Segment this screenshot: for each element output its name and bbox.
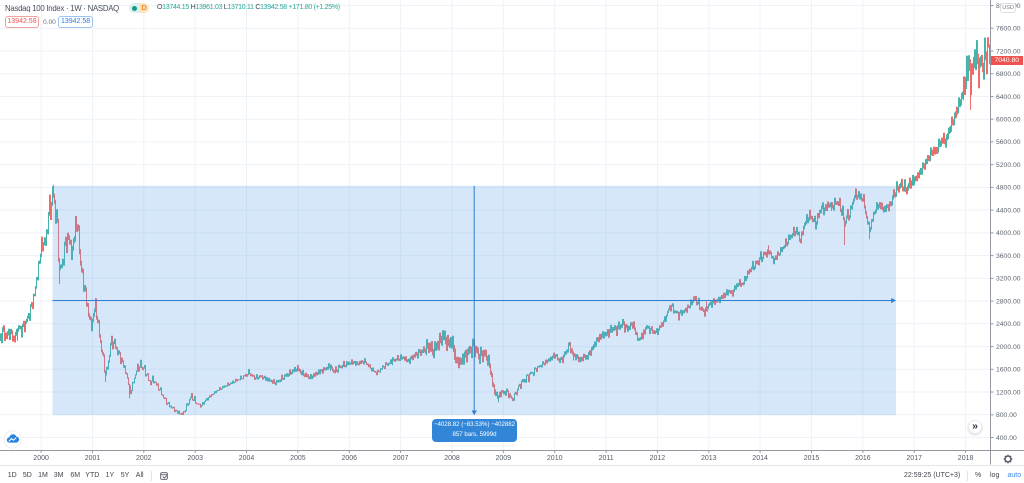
svg-text:5200.00: 5200.00 <box>996 162 1021 169</box>
svg-text:400.00: 400.00 <box>996 435 1017 442</box>
svg-text:2005: 2005 <box>290 455 306 462</box>
svg-text:2018: 2018 <box>958 455 974 462</box>
svg-text:2000: 2000 <box>33 455 49 462</box>
svg-text:2015: 2015 <box>804 455 820 462</box>
svg-text:1600.00: 1600.00 <box>996 367 1021 374</box>
svg-text:800.00: 800.00 <box>996 412 1017 419</box>
svg-text:7600.00: 7600.00 <box>996 26 1021 33</box>
svg-text:2800.00: 2800.00 <box>996 298 1021 305</box>
svg-text:2400.00: 2400.00 <box>996 321 1021 328</box>
svg-text:1200.00: 1200.00 <box>996 389 1021 396</box>
svg-text:2006: 2006 <box>342 455 358 462</box>
svg-text:2011: 2011 <box>599 455 614 462</box>
svg-text:4400.00: 4400.00 <box>996 207 1021 214</box>
svg-text:2013: 2013 <box>701 455 717 462</box>
svg-text:2003: 2003 <box>187 455 203 462</box>
svg-text:6400.00: 6400.00 <box>996 94 1021 101</box>
svg-text:4800.00: 4800.00 <box>996 185 1021 192</box>
svg-text:3200.00: 3200.00 <box>996 276 1021 283</box>
svg-text:2012: 2012 <box>650 455 666 462</box>
svg-text:2016: 2016 <box>855 455 871 462</box>
svg-text:2007: 2007 <box>393 455 409 462</box>
svg-text:5600.00: 5600.00 <box>996 139 1021 146</box>
svg-text:6000.00: 6000.00 <box>996 117 1021 124</box>
svg-text:2004: 2004 <box>239 455 255 462</box>
svg-text:2000.00: 2000.00 <box>996 344 1021 351</box>
svg-text:2010: 2010 <box>547 455 563 462</box>
svg-text:2001: 2001 <box>85 455 101 462</box>
svg-text:2002: 2002 <box>136 455 152 462</box>
svg-text:2014: 2014 <box>752 455 768 462</box>
svg-text:2009: 2009 <box>496 455 512 462</box>
svg-text:6800.00: 6800.00 <box>996 71 1021 78</box>
svg-text:2017: 2017 <box>906 455 922 462</box>
svg-text:7200.00: 7200.00 <box>996 48 1021 55</box>
svg-text:3600.00: 3600.00 <box>996 253 1021 260</box>
svg-text:2008: 2008 <box>444 455 460 462</box>
svg-text:4000.00: 4000.00 <box>996 230 1021 237</box>
